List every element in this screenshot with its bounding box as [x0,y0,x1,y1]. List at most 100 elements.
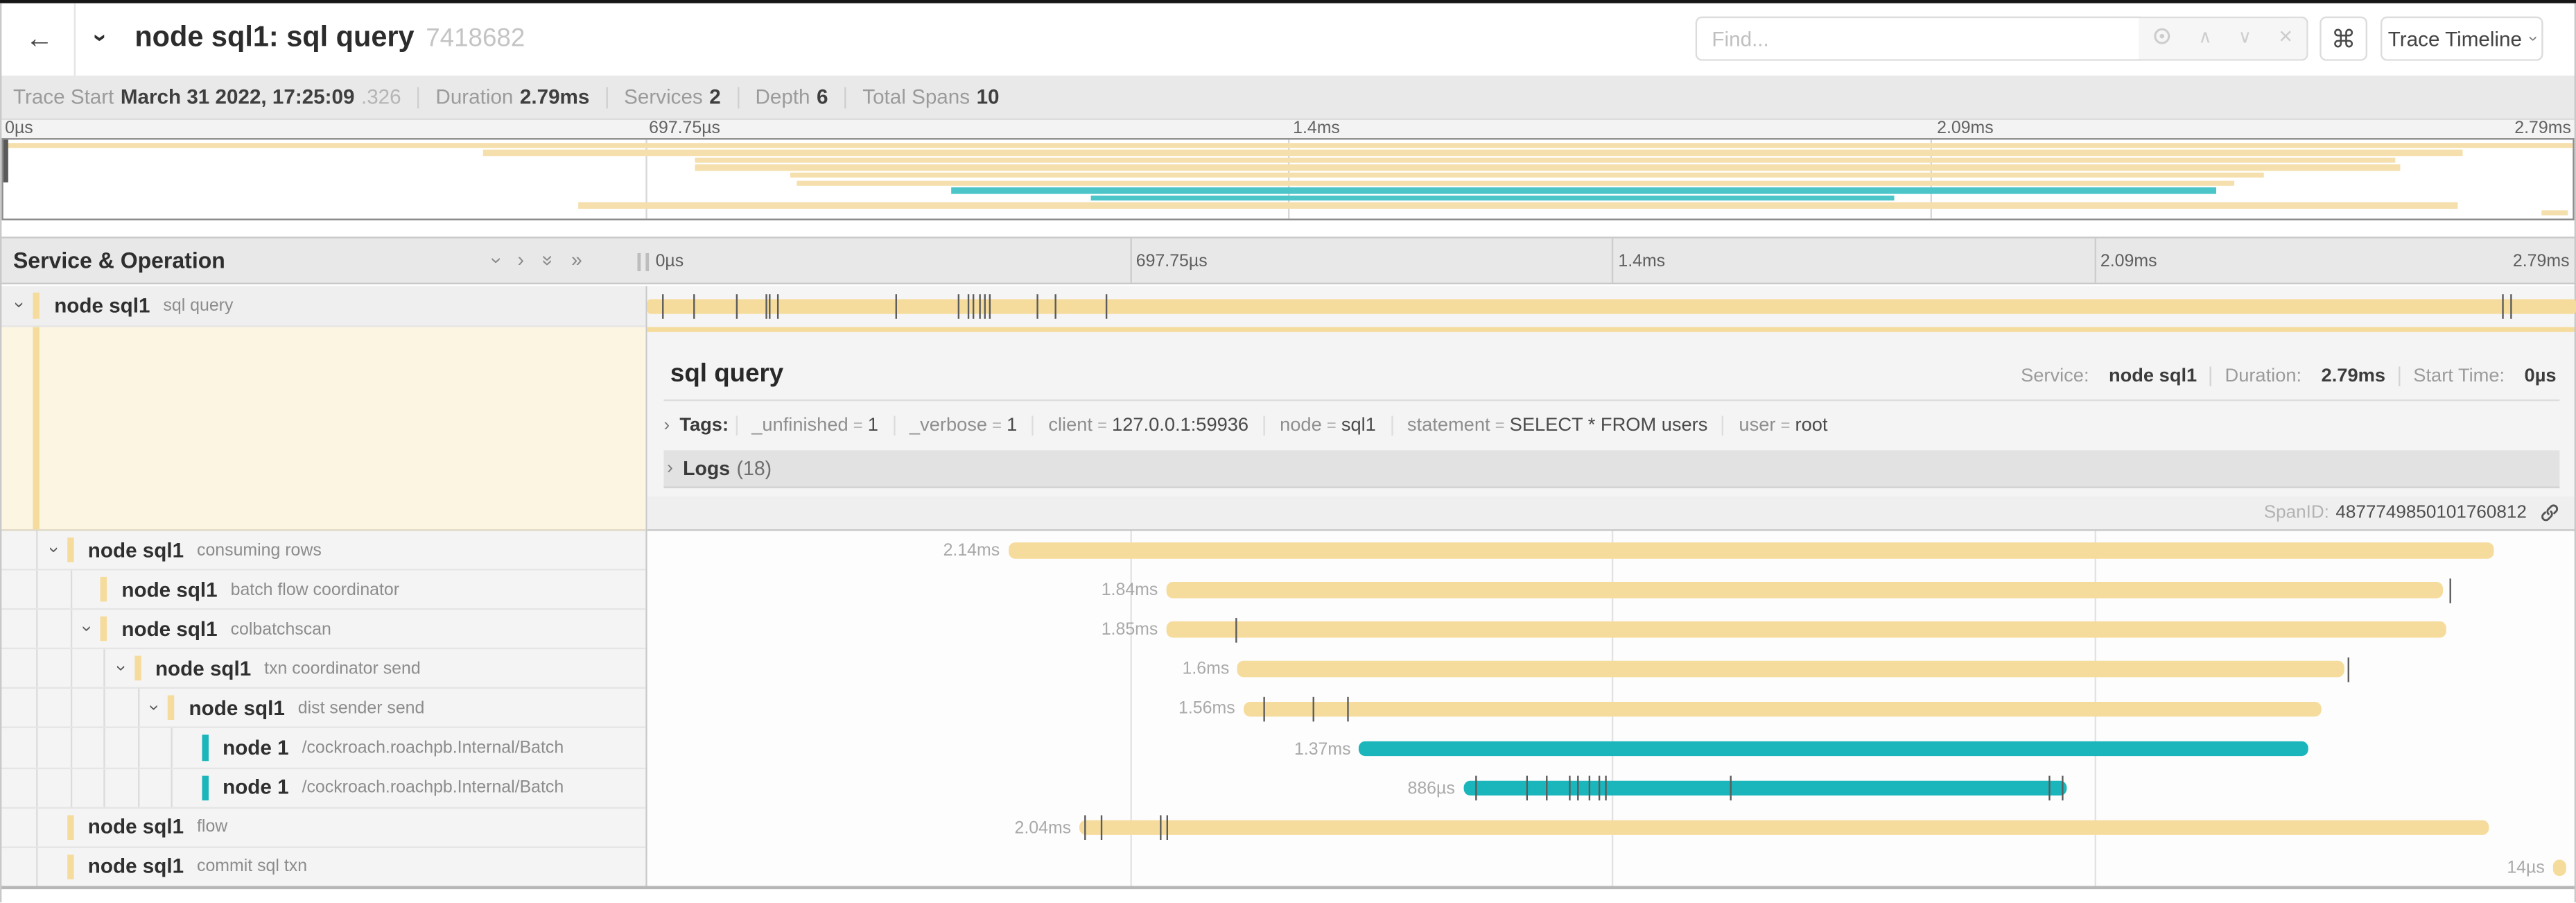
find-prev-icon[interactable]: ∧ [2198,28,2212,48]
span-bar[interactable] [1463,780,2067,796]
tree-row-batch-flow-coordinator[interactable]: node sql1 batch flow coordinator [0,570,646,610]
axis-tick-label: 697.75µs [649,118,721,139]
find-clear-icon[interactable]: ✕ [2278,28,2294,48]
tree-row-flow[interactable]: node sql1 flow [0,808,646,848]
span-bar-row-internal-batch-1[interactable]: 1.37ms [647,729,2576,768]
link-icon[interactable] [2540,503,2559,522]
operation-name: /cockroach.roachpb.Internal/Batch [302,777,564,798]
tree-row-commit-sql-txn[interactable]: node sql1 commit sql txn [0,848,646,888]
detail-span-title: sql query [670,359,784,388]
span-bar-row-flow[interactable]: 2.04ms [647,808,2576,848]
find-input[interactable] [1695,16,2141,61]
match-highlight-icon[interactable] [2152,26,2172,51]
service-name: node 1 [223,775,289,800]
axis-tick-label: 2.79ms [2512,251,2570,272]
collapse-one-icon[interactable]: › [485,257,509,264]
timeline-gridline [1129,286,1131,887]
back-button[interactable]: ← [19,19,59,59]
tree-guide-line [69,728,72,767]
keyboard-shortcuts-button[interactable]: ⌘ [2320,16,2368,61]
tree-guide-line [171,728,173,767]
chevron-down-icon[interactable]: › [9,301,29,308]
span-bar[interactable] [1008,542,2494,559]
title-collapse-icon[interactable]: › [86,33,114,42]
chevron-down-icon[interactable]: › [42,546,63,552]
minimap-span-rows [3,141,2573,217]
span-bar[interactable] [647,299,2576,313]
tree-row-dist-sender-send[interactable]: › node sql1 dist sender send [0,689,646,729]
tag-node: node = sql1 [1263,415,1391,436]
minimap-drag-handle[interactable] [3,139,8,183]
tree-guide-line [36,848,38,886]
minimap-gridline [645,139,647,219]
minimap-span [3,171,2573,179]
span-color-bar [33,326,40,530]
log-tick-mark [1474,775,1477,801]
tree-row-internal-batch-2[interactable]: node 1 /cockroach.roachpb.Internal/Batch [0,768,646,809]
column-resize-handle[interactable] [637,252,650,272]
span-duration-label: 1.84ms [1101,580,1158,601]
span-bar[interactable] [1359,741,2308,757]
span-bar-row-commit-sql-txn[interactable]: 14µs [647,848,2576,887]
minimap-gridline [1288,139,1290,219]
span-bar[interactable] [1243,700,2322,717]
tree-row-consuming-rows[interactable]: › node sql1 consuming rows [0,531,646,571]
log-tick-mark [2049,775,2051,801]
minimap-span [3,157,2573,164]
tree-guide-line [36,610,38,648]
tree-guide-line [171,768,173,807]
chevron-down-icon[interactable]: › [110,664,130,671]
span-color-bar [100,577,107,602]
expand-all-icon[interactable]: » [571,248,582,272]
span-bar[interactable] [1166,621,2447,638]
span-bar-row-batch-flow-coordinator[interactable]: 1.84ms [647,571,2576,610]
log-tick-mark [1262,696,1264,722]
service-name: node sql1 [87,855,184,879]
tags-accordion[interactable]: › Tags: _unfinished = 1 _verbose = 1 client =… [661,409,1843,443]
tag-user: user = root [1722,415,1843,436]
log-tick-mark [1166,816,1168,841]
log-tick-mark [1598,775,1600,801]
tree-row-colbatchscan[interactable]: › node sql1 colbatchscan [0,610,646,650]
minimap-span [3,209,2573,217]
span-bar-row-dist-sender-send[interactable]: 1.56ms [647,689,2576,729]
log-tick-mark [1588,775,1590,801]
view-selector-button[interactable]: Trace Timeline › [2380,16,2543,61]
operation-name: dist sender send [297,698,425,719]
chevron-down-icon[interactable]: › [76,625,96,632]
tree-row-txn-coordinator-send[interactable]: › node sql1 txn coordinator send [0,649,646,689]
span-bar-row-colbatchscan[interactable]: 1.85ms [647,610,2576,650]
tree-guide-line [36,570,38,609]
tree-guide-line [36,531,38,569]
log-tick-mark [957,293,960,318]
window-right-border [2574,3,2576,903]
span-bar-row-sql-query[interactable] [647,286,2576,327]
operation-name: batch flow coordinator [230,579,400,600]
span-bar[interactable] [1079,820,2489,836]
axis-tick-label: 2.09ms [1937,118,1994,139]
span-bar-row-internal-batch-2[interactable]: 886µs [647,768,2576,808]
start-time-value: 0µs [2524,366,2557,386]
tag-statement: statement = SELECT * FROM users [1391,415,1723,436]
span-bar[interactable] [2552,859,2567,876]
logs-accordion[interactable]: › Logs (18) [663,449,2560,488]
tree-row-sql-query[interactable]: › node sql1 sql query [0,286,646,327]
trace-minimap[interactable] [1,138,2575,221]
span-bar[interactable] [1166,582,2444,599]
log-tick-mark [2061,775,2063,801]
collapse-all-icon[interactable]: » [537,255,560,266]
expand-one-icon[interactable]: › [517,248,524,272]
minimap-span [3,179,2573,187]
log-tick-mark [967,293,969,318]
span-bar[interactable] [1237,661,2345,678]
find-next-icon[interactable]: ∨ [2238,28,2252,48]
chevron-down-icon[interactable]: › [143,704,164,711]
tree-row-internal-batch-1[interactable]: node 1 /cockroach.roachpb.Internal/Batch [0,728,646,769]
log-tick-mark [765,293,767,318]
separator [737,86,739,108]
span-bar-row-txn-coordinator-send[interactable]: 1.6ms [647,650,2576,689]
tag-unfinished: _unfinished = 1 [735,415,894,436]
span-bar-row-consuming-rows[interactable]: 2.14ms [647,531,2576,570]
axis-tick-label: 0µs [655,251,684,272]
